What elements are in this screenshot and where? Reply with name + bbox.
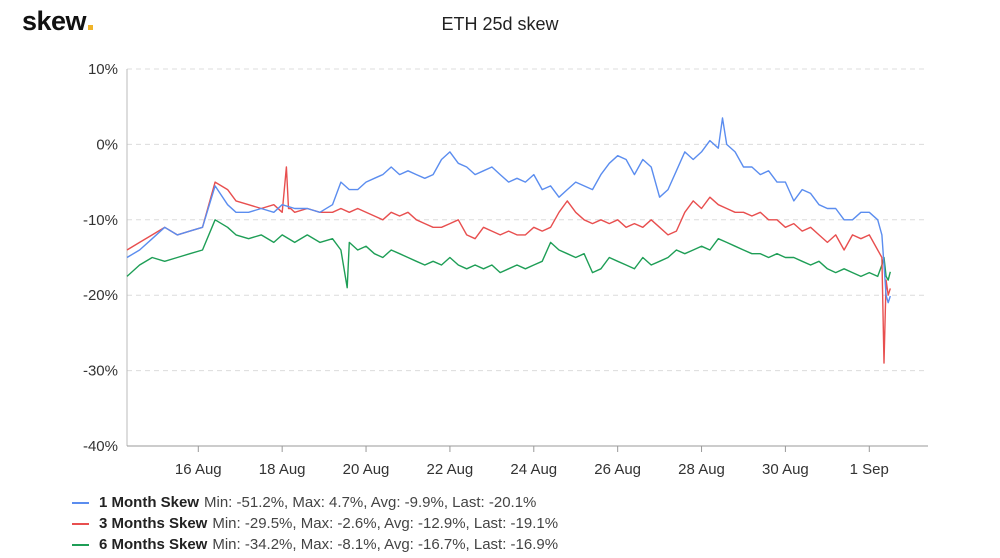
legend-item-6-months[interactable]: 6 Months Skew Min: -34.2%, Max: -8.1%, A… xyxy=(72,534,558,555)
legend-swatch-6-months xyxy=(72,543,89,546)
y-tick-label: -30% xyxy=(83,363,118,380)
x-tick-label: 26 Aug xyxy=(594,461,641,478)
logo-dot xyxy=(88,25,94,30)
skew-logo: skew xyxy=(22,6,94,37)
x-tick-label: 22 Aug xyxy=(427,461,474,478)
x-tick-label: 20 Aug xyxy=(343,461,390,478)
x-tick-label: 16 Aug xyxy=(175,461,222,478)
legend-swatch-1-month xyxy=(72,501,89,504)
y-tick-label: 10% xyxy=(88,61,118,78)
x-tick-label: 24 Aug xyxy=(510,461,557,478)
series-line-3-months xyxy=(126,166,891,364)
legend-series-name: 6 Months Skew xyxy=(99,536,208,553)
y-tick-label: -10% xyxy=(83,212,118,229)
y-tick-label: 0% xyxy=(96,136,118,153)
legend-swatch-3-months xyxy=(72,522,89,525)
y-tick-label: -20% xyxy=(83,287,118,304)
legend-series-name: 3 Months Skew xyxy=(99,515,208,532)
y-tick-label: -40% xyxy=(83,438,118,455)
legend-series-stats: Min: -29.5%, Max: -2.6%, Avg: -12.9%, La… xyxy=(212,515,559,532)
x-tick-label: 18 Aug xyxy=(259,461,306,478)
legend-series-stats: Min: -51.2%, Max: 4.7%, Avg: -9.9%, Last… xyxy=(204,494,537,511)
legend-series-name: 1 Month Skew xyxy=(99,494,200,511)
x-tick-label: 28 Aug xyxy=(678,461,725,478)
x-tick-label: 1 Sep xyxy=(850,461,889,478)
legend-series-stats: Min: -34.2%, Max: -8.1%, Avg: -16.7%, La… xyxy=(212,536,559,553)
line-chart: 10% 0% -10% -20% -30% -40% 16 Aug 18 Aug 20 Aug 2… xyxy=(83,61,928,478)
legend-item-1-month[interactable]: 1 Month Skew Min: -51.2%, Max: 4.7%, Avg… xyxy=(72,492,558,513)
legend-item-3-months[interactable]: 3 Months Skew Min: -29.5%, Max: -2.6%, A… xyxy=(72,513,558,534)
chart-title: ETH 25d skew xyxy=(441,14,559,34)
x-tick-label: 30 Aug xyxy=(762,461,809,478)
series-line-6-months xyxy=(126,219,891,289)
series-line-1-month xyxy=(126,117,891,304)
legend: 1 Month Skew Min: -51.2%, Max: 4.7%, Avg… xyxy=(72,492,558,555)
